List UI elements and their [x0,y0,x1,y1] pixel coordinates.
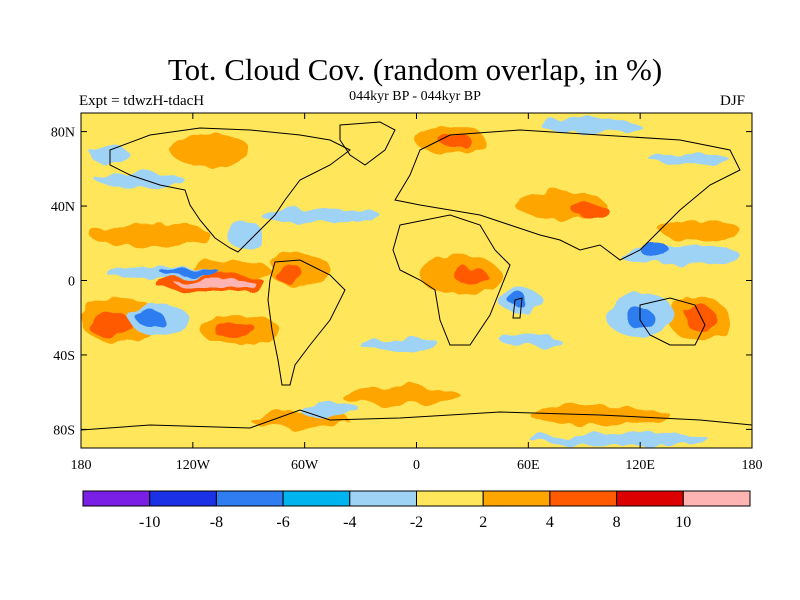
field-patch [500,334,560,346]
field-patch [90,223,210,247]
field-patch [508,294,528,306]
colorbar-label: -8 [210,514,223,531]
colorbar-label: -6 [276,514,289,531]
field-patch [572,203,608,217]
colorbar-label: -2 [410,514,423,531]
colorbar-swatch [549,490,618,507]
colorbar-label: 4 [546,514,554,531]
colorbar-label: 2 [479,514,487,531]
coastline-australia [639,297,706,346]
coastline-africa [392,214,511,346]
colorbar-swatch [349,490,417,507]
field-patch [530,434,710,446]
colorbar-swatch [215,490,284,507]
field-patch [540,117,640,133]
field-patch [454,266,486,284]
colorbar-swatch [482,490,551,507]
lon-tick-label: 120W [176,458,211,473]
map-title: Tot. Cloud Cov. (random overlap, in %) [167,52,663,87]
lat-tick-label: 80N [51,126,75,141]
lon-tick-label: 180 [71,458,92,473]
field-patch [684,306,716,330]
colorbar-swatch [616,490,684,507]
field-patch [260,207,380,223]
colorbar-label: -10 [139,514,160,531]
lat-tick-label: 80S [53,423,75,438]
axis-ticks: 180 120W 60W 0 60E 120E 180 80N 40N 0 40S 80S [51,113,763,473]
field-patch [660,220,740,240]
field-patch [227,221,263,249]
lat-tick-label: 0 [68,275,75,290]
coastline-antarctica [81,409,752,431]
field-patch [88,313,132,337]
lat-tick-label: 40S [53,349,75,364]
field-patch [213,323,257,337]
field-patch [650,154,730,166]
anomaly-field [81,117,740,446]
coastline-madagascar [512,297,523,319]
field-patch [276,265,304,285]
colorbar-swatch [82,490,151,507]
field-patch [95,174,185,186]
field-patch [175,278,255,288]
experiment-label: Expt = tdwzH-tdacH [79,93,205,109]
coastline-south-america [267,259,346,386]
lat-tick-label: 40N [51,200,75,215]
field-patch [160,269,220,275]
colorbar-label: 8 [613,514,621,531]
field-patch [360,339,440,351]
colorbar: -10 -8 -6 -4 -2 2 4 8 10 [82,490,751,531]
colorbar-swatch [416,490,484,507]
season-label: DJF [720,93,746,109]
lon-tick-label: 60W [291,458,319,473]
colorbar-swatch [282,490,351,507]
field-patch [641,242,669,258]
colorbar-swatch [682,490,751,507]
coastline-north-america [109,127,351,253]
coastline-eurasia [394,129,741,261]
field-patch [620,245,740,265]
lon-tick-label: 180 [742,458,763,473]
lon-tick-label: 0 [413,458,420,473]
field-patch [170,134,250,166]
coastlines [81,121,752,431]
field-patch [340,385,460,405]
field-patch [136,310,164,326]
lon-tick-label: 60E [517,458,540,473]
colorbar-label: 10 [675,514,691,531]
lon-tick-label: 120E [625,458,655,473]
field-patch [300,402,360,418]
colorbar-label: -4 [343,514,356,531]
colorbar-swatch [149,490,217,507]
period-label: 044kyr BP - 044kyr BP [349,89,481,104]
coastline-greenland [339,121,396,166]
